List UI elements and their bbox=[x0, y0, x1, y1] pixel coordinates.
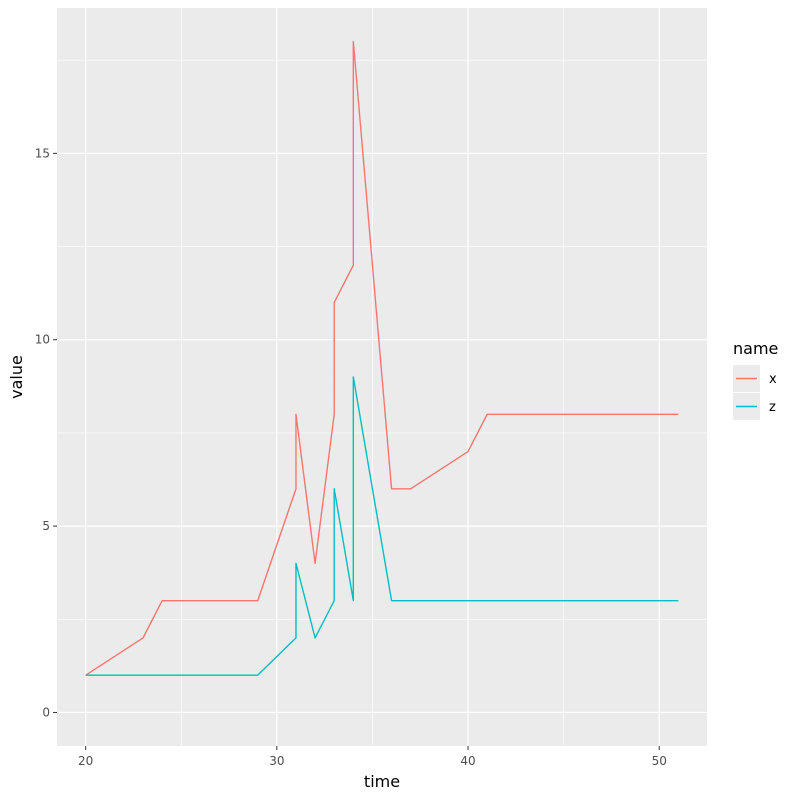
y-tick-label: 15 bbox=[35, 146, 50, 160]
y-axis: 0 5 10 15 bbox=[35, 146, 57, 719]
legend-label-x: x bbox=[769, 372, 777, 387]
series-line-x bbox=[85, 40, 679, 676]
minor-gridlines bbox=[57, 8, 707, 746]
x-tick-label: 30 bbox=[269, 754, 284, 768]
x-tick-label: 40 bbox=[460, 754, 475, 768]
y-tick-label: 10 bbox=[35, 333, 50, 347]
legend-label-z: z bbox=[769, 400, 776, 415]
legend-title: name bbox=[733, 339, 778, 358]
y-axis-title: value bbox=[7, 355, 26, 399]
x-axis-title: time bbox=[364, 772, 400, 791]
x-tick-label: 50 bbox=[652, 754, 667, 768]
major-gridlines bbox=[57, 8, 707, 746]
legend: name xz bbox=[733, 339, 778, 420]
x-axis: 20 30 40 50 bbox=[78, 746, 667, 768]
x-tick-label: 20 bbox=[78, 754, 93, 768]
series-lines bbox=[85, 40, 679, 676]
series-line-z bbox=[85, 376, 679, 676]
y-tick-label: 0 bbox=[42, 705, 50, 719]
y-tick-label: 5 bbox=[42, 519, 50, 533]
